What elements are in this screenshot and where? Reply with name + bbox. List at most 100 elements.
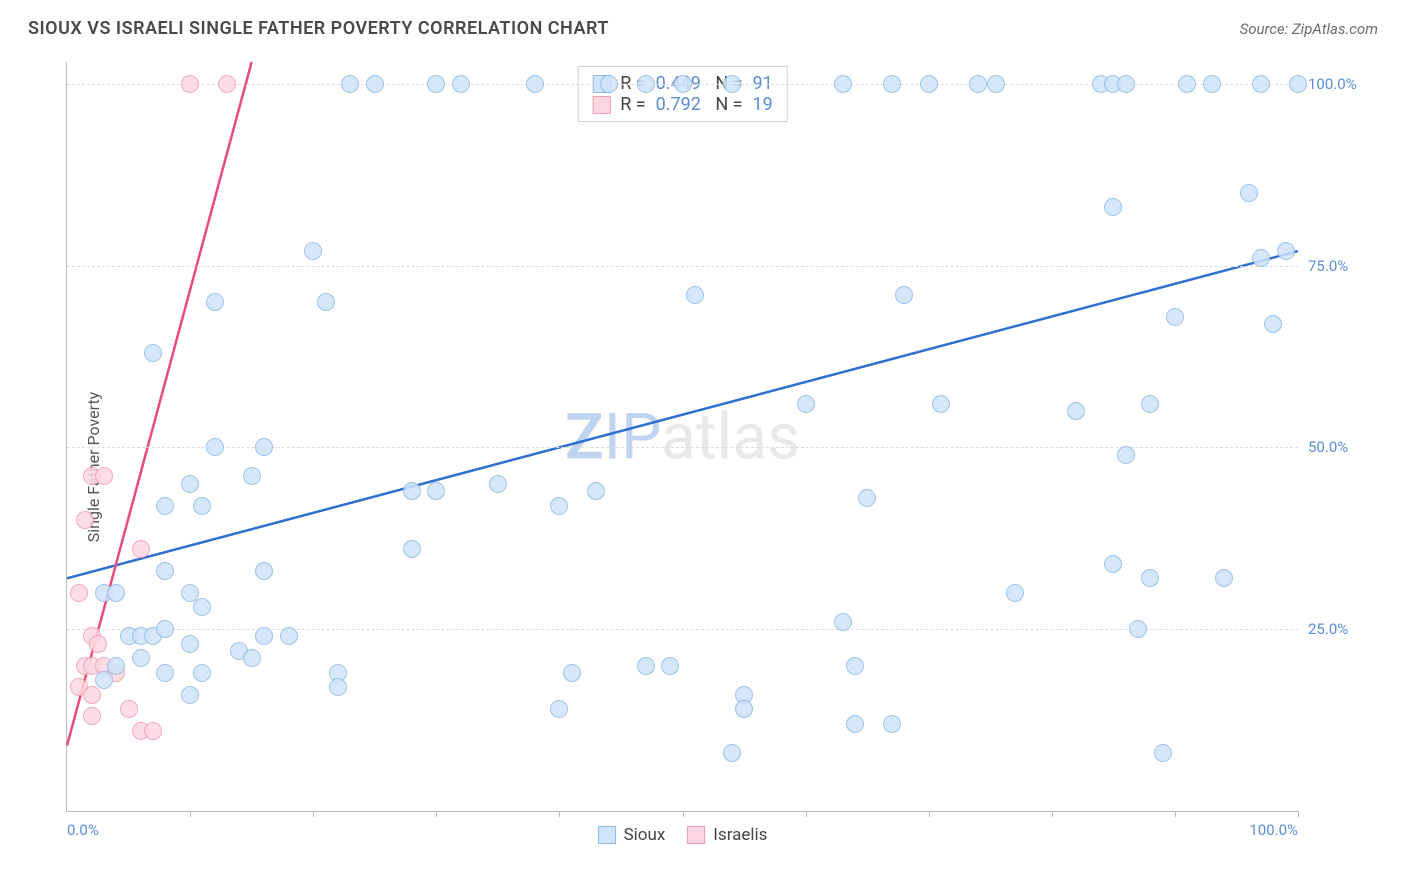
data-point-sioux [1215,569,1233,587]
ytick-label: 25.0% [1308,620,1368,638]
data-point-sioux [427,482,445,500]
data-point-sioux [255,562,273,580]
data-point-sioux [1289,75,1307,93]
data-point-sioux [883,715,901,733]
stat-r-label: R = [620,94,645,115]
data-point-sioux [144,344,162,362]
data-point-israelis [89,635,107,653]
data-point-sioux [686,286,704,304]
data-point-sioux [107,584,125,602]
data-point-sioux [181,475,199,493]
data-point-sioux [834,75,852,93]
legend-label-sioux: Sioux [624,825,666,845]
data-point-sioux [637,657,655,675]
xtick [1175,811,1176,817]
data-point-sioux [403,482,421,500]
chart-area: Single Father Poverty ZIPatlas R = 0.449… [28,62,1378,872]
data-point-israelis [181,75,199,93]
data-point-sioux [858,489,876,507]
watermark: ZIPatlas [565,399,800,474]
gridline [67,447,1298,448]
data-point-sioux [797,395,815,413]
data-point-sioux [735,700,753,718]
data-point-sioux [1104,555,1122,573]
data-point-sioux [1104,198,1122,216]
data-point-sioux [1141,569,1159,587]
data-point-sioux [1277,242,1295,260]
data-point-sioux [156,664,174,682]
swatch-sioux [598,826,616,844]
data-point-sioux [563,664,581,682]
legend-item-israelis: Israelis [687,825,767,845]
data-point-sioux [526,75,544,93]
chart-title: SIOUX VS ISRAELI SINGLE FATHER POVERTY C… [28,18,609,39]
legend-item-sioux: Sioux [598,825,666,845]
swatch-israelis [687,826,705,844]
data-point-israelis [83,707,101,725]
data-point-sioux [834,613,852,631]
data-point-sioux [280,627,298,645]
data-point-sioux [600,75,618,93]
data-point-sioux [1117,446,1135,464]
data-point-sioux [883,75,901,93]
data-point-sioux [427,75,445,93]
data-point-sioux [243,467,261,485]
data-point-sioux [1117,75,1135,93]
data-point-sioux [403,540,421,558]
ytick-label: 50.0% [1308,438,1368,456]
data-point-sioux [587,482,605,500]
stats-row-israelis: R = 0.792 N = 19 [592,94,773,115]
stat-n-israelis: 19 [753,94,773,115]
data-point-sioux [255,438,273,456]
data-point-sioux [1154,744,1172,762]
data-point-sioux [1240,184,1258,202]
data-point-sioux [969,75,987,93]
data-point-sioux [1166,308,1184,326]
xtick [929,811,930,817]
source-label: Source: ZipAtlas.com [1240,20,1378,38]
data-point-sioux [1178,75,1196,93]
xtick [436,811,437,817]
xtick [1298,811,1299,817]
data-point-sioux [341,75,359,93]
data-point-sioux [1264,315,1282,333]
data-point-sioux [206,293,224,311]
data-point-sioux [723,744,741,762]
plot-region: ZIPatlas R = 0.449 N = 91 R = 0.792 N = … [66,62,1298,812]
xtick-label: 0.0% [67,821,99,839]
data-point-sioux [932,395,950,413]
data-point-sioux [1252,75,1270,93]
stat-r-israelis: 0.792 [656,94,701,115]
swatch-israelis [592,96,610,114]
data-point-sioux [304,242,322,260]
data-point-sioux [550,497,568,515]
data-point-israelis [76,511,94,529]
data-point-israelis [120,700,138,718]
data-point-sioux [1067,402,1085,420]
data-point-sioux [107,657,125,675]
xtick [683,811,684,817]
data-point-sioux [550,700,568,718]
data-point-sioux [181,635,199,653]
data-point-sioux [255,627,273,645]
data-point-sioux [156,620,174,638]
data-point-sioux [95,671,113,689]
trend-line-sioux [67,251,1298,578]
data-point-sioux [156,497,174,515]
data-point-sioux [489,475,507,493]
data-point-sioux [156,562,174,580]
legend-label-israelis: Israelis [713,825,767,845]
data-point-sioux [846,715,864,733]
trend-lines-svg [67,62,1298,811]
data-point-sioux [674,75,692,93]
ytick-label: 75.0% [1308,257,1368,275]
xtick [313,811,314,817]
data-point-israelis [218,75,236,93]
data-point-sioux [181,686,199,704]
data-point-sioux [1203,75,1221,93]
data-point-sioux [317,293,335,311]
data-point-sioux [452,75,470,93]
data-point-sioux [661,657,679,675]
data-point-israelis [132,540,150,558]
data-point-sioux [895,286,913,304]
